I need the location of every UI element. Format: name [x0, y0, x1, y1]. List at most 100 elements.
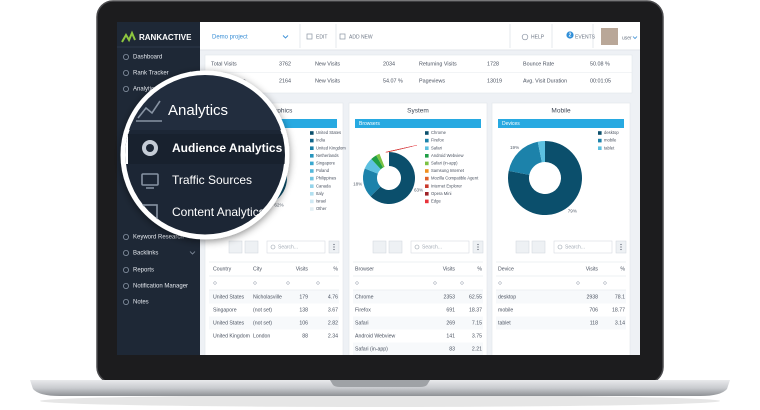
menu-item[interactable]: Reports: [133, 268, 154, 274]
table-cell: 78.1: [615, 294, 625, 300]
filter-icon[interactable]: [316, 281, 320, 285]
stat-label: New Visits: [315, 78, 340, 84]
legend-label: Poland: [316, 168, 330, 173]
toolbar-button[interactable]: [531, 240, 546, 254]
table-cell: United States: [213, 294, 245, 300]
legend-label: United Kingdom: [316, 145, 346, 150]
legend-swatch: [598, 138, 602, 143]
table-cell: 2938: [586, 294, 598, 300]
legend-swatch: [310, 154, 314, 158]
column-header: City: [253, 266, 262, 272]
filter-icon[interactable]: [576, 281, 580, 285]
menu-dot: [477, 246, 479, 248]
table-cell: tablet: [498, 320, 511, 326]
donut-label: 19%: [510, 145, 519, 150]
leader-line: [385, 144, 418, 153]
legend-swatch: [310, 207, 314, 211]
menu-item[interactable]: Backlinks: [133, 251, 158, 257]
row-stripe: [353, 290, 483, 304]
table-cell: 83: [449, 346, 455, 352]
menu-dot: [333, 243, 335, 246]
toolbar-button[interactable]: [372, 240, 387, 254]
audience-icon-inner: [146, 144, 154, 152]
search-box[interactable]: [266, 240, 326, 254]
filter-icon[interactable]: [433, 281, 437, 285]
menu-icon: [123, 282, 130, 289]
table-cell: Chrome: [355, 294, 374, 300]
stat-label: Returning Visits: [419, 61, 457, 67]
menu-item[interactable]: Rank Tracker: [133, 71, 169, 77]
search-box[interactable]: [410, 240, 470, 254]
filter-icon[interactable]: [213, 281, 217, 285]
stat-label: New Visits: [315, 61, 340, 67]
panel-title: System: [407, 108, 429, 115]
help-icon: [521, 33, 529, 41]
events-button[interactable]: EVENTS: [575, 34, 596, 40]
menu-dot: [333, 246, 335, 248]
user-chevron: [632, 36, 638, 40]
filter-icon[interactable]: [498, 281, 502, 285]
laptop-base: [30, 380, 730, 396]
legend-swatch: [425, 146, 429, 150]
menu-item[interactable]: Notes: [133, 300, 149, 306]
filter-icon[interactable]: [603, 281, 607, 285]
menu-chevron: [189, 251, 196, 255]
legend-label: Singapore: [316, 161, 336, 166]
user-menu[interactable]: user: [622, 35, 632, 41]
legend-swatch: [310, 184, 314, 188]
table-cell: 2.82: [328, 320, 338, 326]
table-cell: desktop: [498, 294, 516, 300]
filter-icon[interactable]: [460, 281, 464, 285]
legend-swatch: [425, 192, 429, 196]
legend-swatch: [310, 176, 314, 181]
menu-item[interactable]: Analytics: [133, 87, 157, 93]
table-cell: 179: [299, 294, 308, 300]
menu-item[interactable]: Notification Manager: [133, 284, 188, 290]
donut-label: 79%: [568, 208, 577, 213]
filter-icon[interactable]: [253, 281, 257, 285]
legend-swatch: [425, 169, 429, 173]
menu-dot: [477, 243, 479, 246]
toolbar-button[interactable]: [228, 240, 243, 254]
panel-subtitle: Browsers: [359, 121, 380, 127]
magnifier-item[interactable]: Content Analytics: [172, 205, 265, 219]
legend-label: India: [316, 138, 326, 143]
stat-value: 00:01:05: [590, 78, 611, 84]
legend-label: Android Webview: [431, 153, 464, 158]
toolbar-button[interactable]: [244, 240, 259, 254]
help-button[interactable]: HELP: [531, 34, 545, 40]
magnifier-item[interactable]: Audience Analytics: [172, 141, 283, 155]
action-icon: [306, 33, 313, 40]
topbar-action[interactable]: ADD NEW: [349, 34, 373, 40]
menu-item[interactable]: Dashboard: [133, 55, 162, 61]
search-placeholder: Search...: [565, 244, 585, 250]
legend-swatch: [310, 131, 314, 135]
project-chevron: [282, 35, 289, 39]
menu-dot: [620, 248, 622, 251]
panel-title: Mobile: [551, 108, 571, 115]
menu-dot: [333, 248, 335, 251]
topbar-action[interactable]: EDIT: [316, 34, 327, 40]
project-select[interactable]: Demo project: [212, 35, 248, 41]
table-cell: 269: [446, 320, 455, 326]
table-cell: Safari (in-app): [355, 346, 388, 352]
legend-swatch: [425, 184, 429, 188]
floor-shadow: [40, 395, 720, 407]
search-box[interactable]: [553, 240, 613, 254]
table-cell: 3.75: [472, 333, 482, 339]
filter-icon[interactable]: [355, 281, 359, 285]
magnifier-text: Analytics Audience Analytics Traffic Sourc…: [168, 102, 283, 219]
legend-label: Opera Mini: [431, 191, 452, 196]
legend-label: Other: [316, 206, 327, 211]
toolbar-button[interactable]: [388, 240, 403, 254]
table-cell: 118: [590, 320, 598, 326]
magnifier-item[interactable]: Traffic Sources: [172, 173, 252, 187]
toolbar-button[interactable]: [515, 240, 530, 254]
row-stripe: [209, 290, 339, 304]
menu-item[interactable]: Keyword Research: [133, 235, 184, 241]
filter-icon[interactable]: [286, 281, 290, 285]
stat-value: 2034: [383, 61, 395, 67]
column-header: %: [333, 266, 338, 272]
table-cell: Nicholasville: [253, 294, 282, 300]
